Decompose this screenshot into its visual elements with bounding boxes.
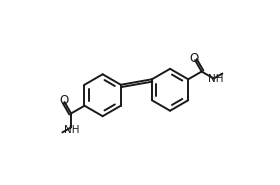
Text: O: O	[189, 52, 198, 65]
Text: NH: NH	[208, 73, 224, 83]
Text: NH: NH	[64, 125, 79, 134]
Text: O: O	[59, 94, 68, 107]
